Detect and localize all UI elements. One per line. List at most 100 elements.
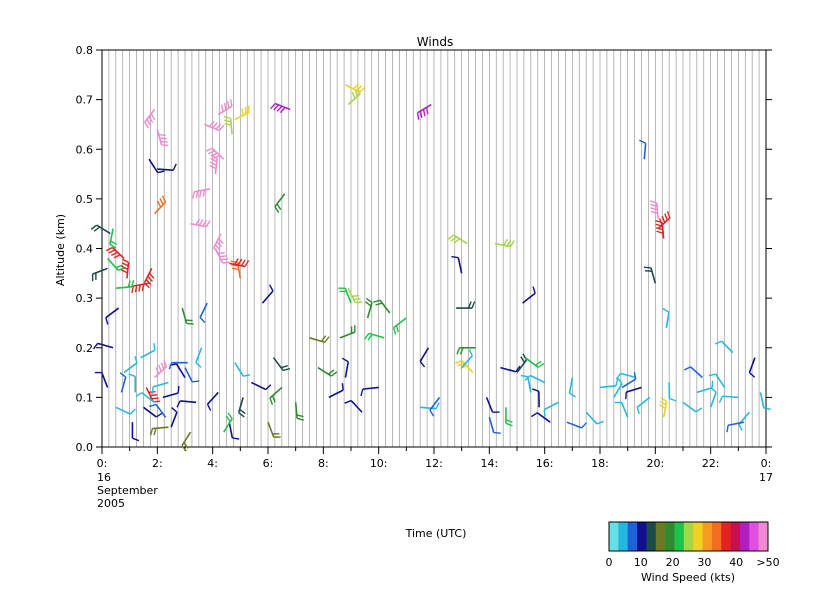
wind-barb bbox=[456, 301, 476, 309]
colorbar-swatch bbox=[655, 522, 666, 551]
wind-barb bbox=[169, 363, 186, 378]
wind-barb bbox=[170, 407, 178, 428]
wind-barb bbox=[270, 102, 291, 114]
x-tick-label: 14: bbox=[480, 457, 498, 470]
wind-barb bbox=[205, 147, 225, 160]
wind-barb bbox=[759, 392, 771, 410]
wind-barb bbox=[419, 347, 430, 368]
colorbar-label: 40 bbox=[729, 556, 743, 569]
wind-barb bbox=[461, 349, 473, 369]
wind-barb bbox=[131, 422, 140, 442]
wind-barb bbox=[659, 397, 668, 418]
wind-barb bbox=[447, 234, 468, 245]
x-tick-label: 0: bbox=[97, 457, 108, 470]
wind-barb bbox=[614, 401, 629, 418]
wind-barb bbox=[269, 386, 283, 405]
colorbar-swatch bbox=[758, 522, 769, 551]
colorbar-swatch bbox=[627, 522, 638, 551]
y-tick-label: 0.4 bbox=[76, 243, 94, 256]
wind-barb bbox=[682, 401, 703, 413]
colorbar-swatch bbox=[674, 522, 685, 551]
wind-barb bbox=[524, 374, 546, 384]
wind-barb bbox=[683, 366, 703, 379]
wind-barb bbox=[566, 421, 587, 429]
wind-barb bbox=[234, 105, 250, 121]
wind-barb bbox=[109, 228, 118, 249]
wind-barb bbox=[451, 255, 463, 274]
wind-barb bbox=[531, 412, 551, 423]
y-tick-label: 0.2 bbox=[76, 342, 94, 355]
wind-barb bbox=[726, 421, 745, 433]
wind-barb bbox=[91, 267, 108, 282]
x-tick-label: 0: bbox=[761, 457, 772, 470]
wind-barb bbox=[662, 308, 670, 329]
wind-barb bbox=[488, 417, 501, 434]
colorbar-swatch bbox=[646, 522, 657, 551]
wind-barb bbox=[135, 392, 156, 403]
wind-barb bbox=[237, 397, 246, 418]
x-tick-label: 12: bbox=[425, 457, 443, 470]
wind-barb bbox=[738, 411, 751, 431]
x-tick-label: 10: bbox=[370, 457, 388, 470]
wind-barb bbox=[190, 218, 211, 228]
x-tick-label: 18: bbox=[591, 457, 609, 470]
wind-barb bbox=[543, 401, 559, 417]
wind-barb bbox=[494, 238, 515, 248]
wind-barb bbox=[223, 412, 233, 433]
wind-barb bbox=[347, 287, 363, 304]
colorbar-swatch bbox=[665, 522, 675, 551]
y-tick-label: 0.5 bbox=[76, 193, 94, 206]
wind-barb bbox=[516, 353, 528, 374]
wind-barb bbox=[184, 367, 200, 383]
wind-barb bbox=[643, 266, 657, 284]
colorbar: 0 10 20 30 40 >50 bbox=[606, 521, 780, 569]
date-start-line: 2005 bbox=[97, 497, 125, 510]
wind-barb bbox=[392, 317, 407, 335]
wind-barb bbox=[636, 396, 651, 415]
wind-barb bbox=[718, 395, 739, 403]
colorbar-label: >50 bbox=[756, 556, 779, 569]
wind-barb bbox=[309, 335, 330, 344]
wind-barb bbox=[148, 158, 165, 174]
wind-barb bbox=[145, 387, 161, 403]
wind-barb bbox=[568, 377, 576, 398]
wind-barb bbox=[229, 258, 250, 268]
x-tick-label: 6: bbox=[263, 457, 274, 470]
wind-barb bbox=[90, 224, 111, 235]
wind-barb bbox=[328, 383, 344, 399]
y-axis-label: Altitude (km) bbox=[54, 214, 67, 286]
y-axis: 0.0 0.1 0.2 0.3 0.4 0.5 0.6 0.7 0.8 bbox=[76, 44, 772, 454]
wind-barb bbox=[416, 103, 432, 120]
wind-barb bbox=[625, 386, 642, 400]
wind-barb bbox=[294, 402, 304, 421]
y-tick-label: 0.6 bbox=[76, 143, 94, 156]
wind-barb bbox=[696, 380, 714, 394]
wind-barb bbox=[338, 287, 352, 304]
wind-barb bbox=[615, 372, 637, 380]
wind-barb bbox=[195, 347, 203, 368]
colorbar-swatch bbox=[693, 522, 703, 551]
wind-barb bbox=[181, 431, 192, 452]
wind-barb bbox=[140, 343, 156, 359]
y-tick-label: 0.1 bbox=[76, 391, 94, 404]
wind-barb bbox=[120, 258, 130, 279]
wind-barb bbox=[261, 284, 274, 304]
wind-barb bbox=[485, 397, 500, 413]
wind-barb bbox=[341, 357, 350, 378]
chart-title: Winds bbox=[417, 35, 453, 49]
wind-barb bbox=[649, 200, 659, 219]
wind-barb bbox=[162, 385, 180, 399]
wind-barb bbox=[668, 382, 677, 402]
colorbar-swatch bbox=[749, 522, 759, 551]
wind-barb bbox=[344, 399, 363, 413]
wind-barb bbox=[709, 387, 717, 408]
wind-barb bbox=[524, 357, 545, 368]
wind-barb bbox=[373, 299, 391, 314]
wind-barb bbox=[149, 426, 169, 436]
x-tick-label: 22: bbox=[702, 457, 720, 470]
wind-barb bbox=[153, 195, 167, 215]
colorbar-swatch bbox=[618, 522, 629, 551]
wind-barb bbox=[520, 374, 532, 393]
date-start-line: September bbox=[97, 484, 158, 497]
